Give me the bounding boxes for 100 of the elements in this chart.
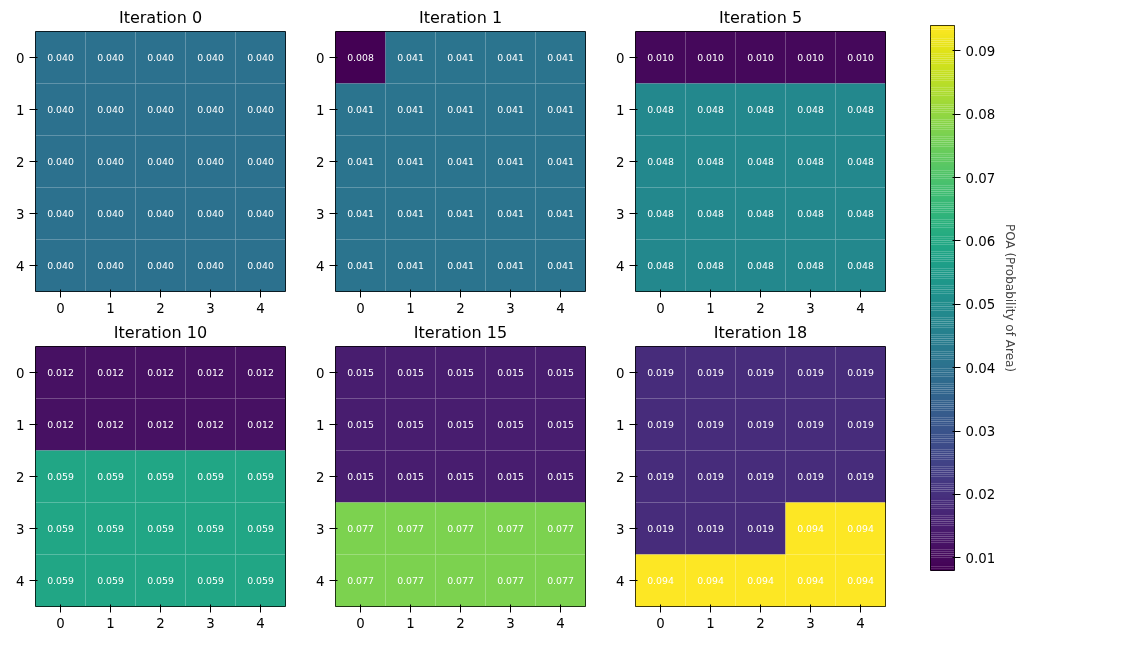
data-label: 0.041 [497, 260, 524, 271]
data-label: 0.059 [147, 575, 174, 586]
y-tick-label: 1 [16, 417, 25, 433]
color-bar-label: 0.05 [965, 297, 996, 313]
data-label: 0.040 [147, 156, 174, 167]
data-label: 0.094 [747, 575, 774, 586]
data-label: 0.041 [447, 52, 474, 63]
y-tick-label: 3 [316, 521, 325, 537]
data-label: 0.040 [247, 208, 274, 219]
data-label: 0.015 [547, 471, 574, 482]
y-tick-label: 1 [316, 417, 325, 433]
data-label: 0.059 [247, 471, 274, 482]
y-tick-label: 2 [16, 154, 25, 170]
color-bar-label: 0.03 [965, 424, 996, 440]
data-label: 0.077 [547, 523, 574, 534]
data-label: 0.059 [197, 575, 224, 586]
data-label: 0.012 [97, 367, 124, 378]
y-tick-label: 2 [316, 154, 325, 170]
data-label: 0.015 [497, 367, 524, 378]
y-tick-label: 2 [16, 469, 25, 485]
color-bar-label: 0.02 [965, 487, 996, 503]
y-tick-label: 0 [316, 50, 325, 66]
x-tick-label: 4 [556, 300, 565, 316]
x-tick-label: 3 [206, 300, 215, 316]
x-tick-label: 4 [256, 615, 265, 631]
data-label: 0.048 [847, 260, 874, 271]
data-label: 0.041 [347, 156, 374, 167]
data-label: 0.048 [747, 104, 774, 115]
color-bar-label: 0.06 [965, 233, 996, 249]
data-label: 0.010 [697, 52, 724, 63]
data-label: 0.041 [397, 104, 424, 115]
data-label: 0.041 [547, 260, 574, 271]
x-tick-label: 1 [706, 615, 715, 631]
x-tick-label: 1 [106, 300, 115, 316]
data-label: 0.015 [397, 471, 424, 482]
data-label: 0.015 [397, 367, 424, 378]
data-label: 0.048 [847, 208, 874, 219]
data-label: 0.040 [147, 52, 174, 63]
y-tick-label: 4 [616, 258, 625, 274]
data-label: 0.077 [397, 575, 424, 586]
data-label: 0.041 [397, 52, 424, 63]
y-tick-label: 0 [16, 365, 25, 381]
x-tick-label: 2 [456, 615, 465, 631]
data-label: 0.059 [97, 523, 124, 534]
data-label: 0.019 [797, 419, 824, 430]
data-label: 0.040 [97, 52, 124, 63]
data-label: 0.010 [747, 52, 774, 63]
data-label: 0.041 [497, 52, 524, 63]
data-label: 0.041 [497, 208, 524, 219]
data-label: 0.048 [797, 104, 824, 115]
data-label: 0.040 [147, 104, 174, 115]
data-label: 0.040 [197, 52, 224, 63]
data-label: 0.059 [97, 471, 124, 482]
y-tick-label: 3 [616, 206, 625, 222]
data-label: 0.019 [647, 419, 674, 430]
data-label: 0.040 [97, 260, 124, 271]
data-label: 0.059 [47, 523, 74, 534]
data-label: 0.094 [847, 523, 874, 534]
chart-title: Iteration 1 [418, 7, 503, 27]
data-label: 0.094 [847, 575, 874, 586]
x-tick-label: 0 [56, 300, 65, 316]
data-label: 0.019 [797, 471, 824, 482]
data-label: 0.040 [47, 52, 74, 63]
x-tick-label: 1 [106, 615, 115, 631]
x-tick-label: 2 [156, 615, 165, 631]
data-label: 0.041 [547, 104, 574, 115]
data-label: 0.019 [747, 523, 774, 534]
data-label: 0.040 [47, 156, 74, 167]
data-label: 0.019 [697, 471, 724, 482]
data-label: 0.012 [197, 419, 224, 430]
data-label: 0.012 [47, 367, 74, 378]
data-label: 0.015 [397, 419, 424, 430]
data-label: 0.012 [97, 419, 124, 430]
x-tick-label: 3 [806, 615, 815, 631]
color-bar-label: 0.07 [965, 170, 996, 186]
data-label: 0.019 [647, 471, 674, 482]
data-label: 0.041 [447, 104, 474, 115]
data-label: 0.019 [797, 367, 824, 378]
x-tick-label: 4 [856, 615, 865, 631]
y-tick-label: 1 [616, 102, 625, 118]
x-tick-label: 4 [556, 615, 565, 631]
data-label: 0.094 [797, 523, 824, 534]
x-tick-label: 4 [856, 300, 865, 316]
data-label: 0.077 [497, 523, 524, 534]
data-label: 0.019 [697, 523, 724, 534]
data-label: 0.040 [197, 156, 224, 167]
data-label: 0.077 [497, 575, 524, 586]
y-tick-label: 1 [16, 102, 25, 118]
data-label: 0.077 [347, 523, 374, 534]
data-label: 0.040 [197, 208, 224, 219]
data-label: 0.048 [797, 260, 824, 271]
data-label: 0.040 [247, 52, 274, 63]
data-label: 0.041 [347, 208, 374, 219]
chart-title: Iteration 10 [113, 322, 208, 342]
data-label: 0.019 [697, 367, 724, 378]
x-tick-label: 0 [356, 615, 365, 631]
chart-title: Iteration 0 [118, 7, 203, 27]
data-label: 0.059 [247, 523, 274, 534]
data-label: 0.048 [647, 260, 674, 271]
x-tick-label: 3 [806, 300, 815, 316]
